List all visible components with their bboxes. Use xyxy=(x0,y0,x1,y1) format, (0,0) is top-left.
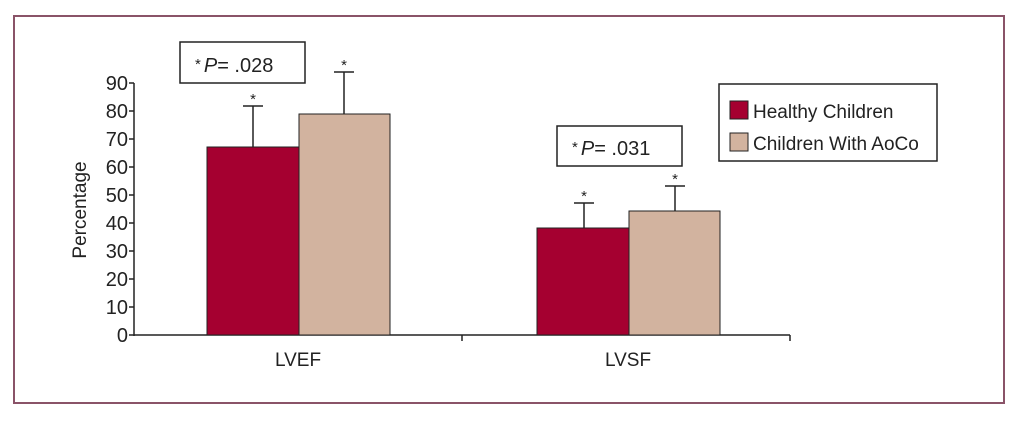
svg-text:*P= .028: * P= .028 xyxy=(195,55,273,77)
y-tick-label: 20 xyxy=(106,269,128,291)
legend-label-aoco: Children With AoCo xyxy=(753,134,919,155)
legend-label-healthy: Healthy Children xyxy=(753,102,893,123)
x-category-label: LVSF xyxy=(605,350,651,371)
bar-group-lvsf: * * xyxy=(536,171,721,336)
y-tick-labels: 0 10 20 30 40 50 60 70 80 90 xyxy=(106,73,128,347)
significance-star: * xyxy=(250,91,256,108)
y-tick-label: 10 xyxy=(106,297,128,319)
figure-frame xyxy=(13,15,1005,404)
y-tick-label: 60 xyxy=(106,157,128,179)
significance-star: * xyxy=(672,171,678,188)
bar-group-lvef: * * xyxy=(206,57,391,336)
p-value: = .031 xyxy=(594,138,650,160)
p-star: * xyxy=(195,56,201,73)
p-symbol: P xyxy=(581,138,595,160)
bar-healthy-lvsf xyxy=(536,227,630,336)
legend-swatch-healthy xyxy=(729,100,749,120)
bar-aoco-lvsf xyxy=(628,210,721,336)
p-value-box-lvsf: * P= .031 xyxy=(556,125,683,167)
legend: Healthy Children Children With AoCo xyxy=(718,83,938,162)
y-tick-label: 40 xyxy=(106,213,128,235)
y-tick-label: 0 xyxy=(117,325,128,347)
p-value-box-lvef: * P= .028 xyxy=(179,41,306,84)
y-tick-label: 30 xyxy=(106,241,128,263)
bar-aoco-lvef xyxy=(298,113,391,336)
y-tick-label: 50 xyxy=(106,185,128,207)
p-symbol: P xyxy=(204,55,218,77)
y-tick-label: 90 xyxy=(106,73,128,95)
y-tick-label: 70 xyxy=(106,129,128,151)
y-ticks xyxy=(129,82,134,336)
significance-star: * xyxy=(341,57,347,74)
y-axis-label: Percentage xyxy=(70,161,91,258)
p-value: = .028 xyxy=(217,55,273,77)
legend-swatch-aoco xyxy=(729,132,749,152)
significance-star: * xyxy=(581,188,587,205)
bar-healthy-lvef xyxy=(206,146,300,336)
p-star: * xyxy=(572,139,578,156)
svg-text:*P= .031: * P= .031 xyxy=(572,138,650,160)
x-category-label: LVEF xyxy=(275,350,321,371)
y-tick-label: 80 xyxy=(106,101,128,123)
